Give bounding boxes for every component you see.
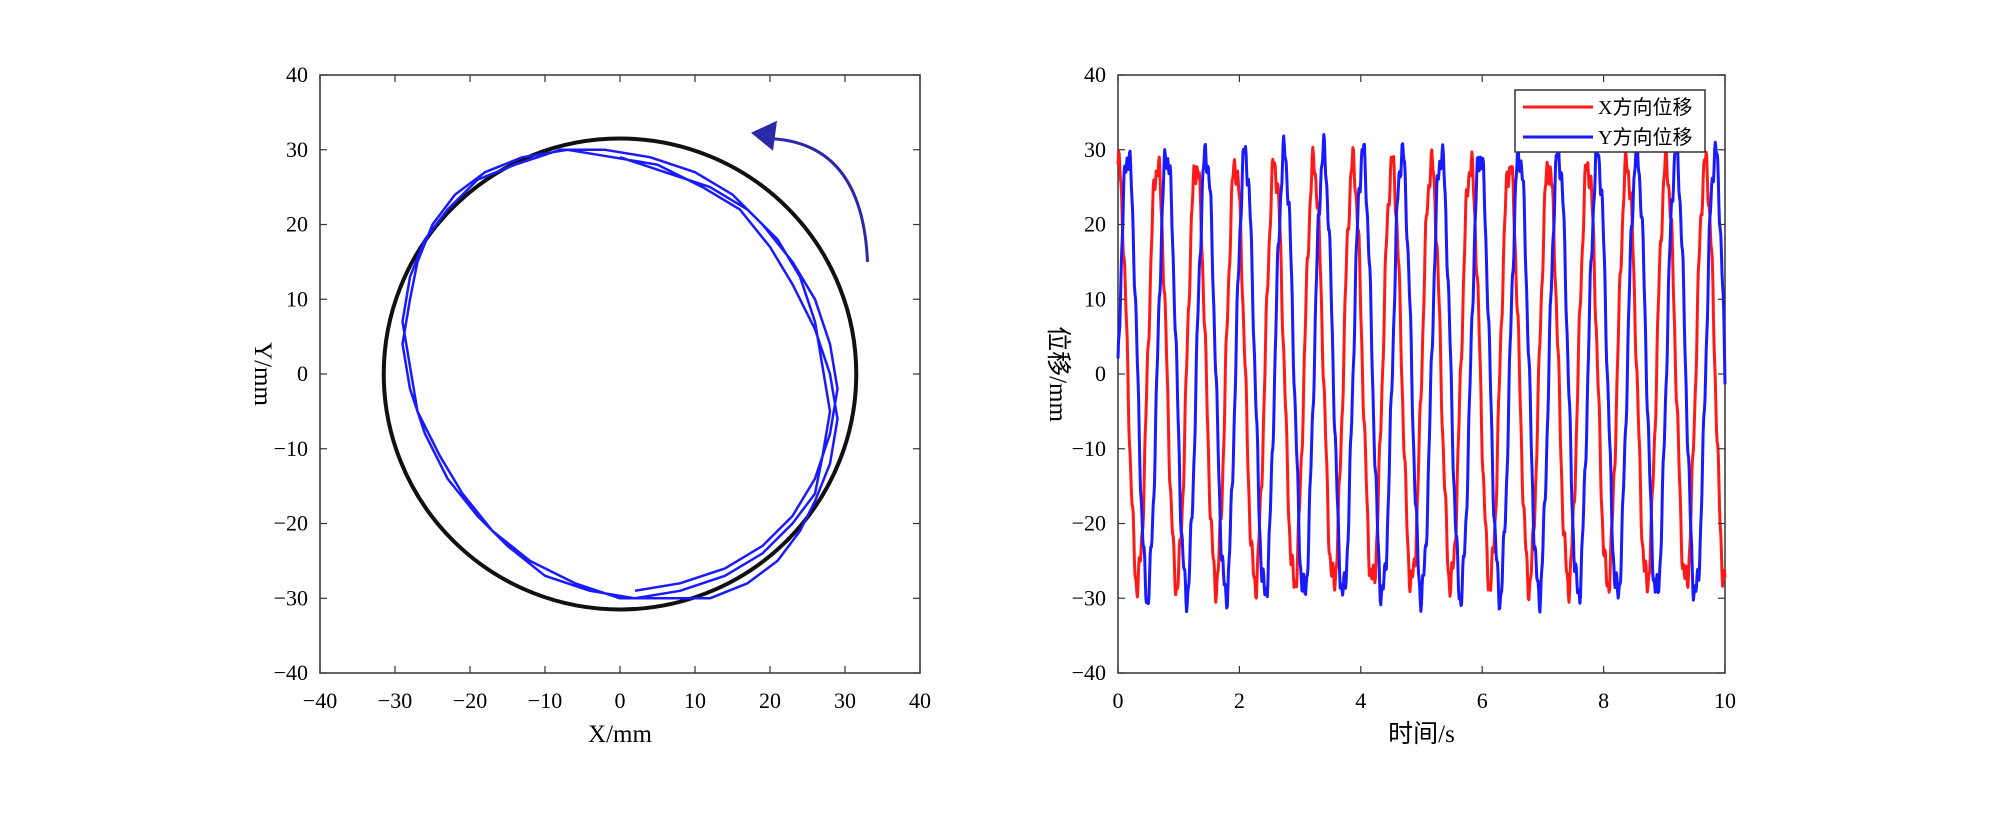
reference-circle	[381, 136, 859, 612]
displacement-x-axis-label: 时间/s	[1388, 720, 1455, 748]
displacement-y-tick-label: 40	[1084, 62, 1106, 87]
trajectory-y-tick-label: 30	[286, 137, 308, 162]
displacement-y-axis-label: 位移/mm	[1044, 326, 1072, 422]
trajectory-chart: −40 −30 −20 −10 0 10 20 30 40 40 30 20 10 0 −10 −20 −30 −…	[249, 62, 931, 748]
displacement-tick-layer: 0 2 4 6 8 10 40 30 20 10 0 −10 −20 −30 −40	[1072, 62, 1736, 713]
displacement-data-layer	[1116, 133, 1727, 614]
trajectory-y-tick-label: 10	[286, 286, 308, 311]
trajectory-x-tick-label: 10	[684, 688, 706, 713]
displacement-y-tick-label: 0	[1095, 361, 1106, 386]
trajectory-y-tick-label: −20	[274, 511, 308, 536]
displacement-y-tick-label: −30	[1072, 585, 1106, 610]
displacement-x-tick-label: 4	[1355, 688, 1366, 713]
trajectory-y-tick-label: −10	[274, 436, 308, 461]
trajectory-y-tick-label: −30	[274, 585, 308, 610]
trajectory-x-tick-label: −40	[303, 688, 337, 713]
trajectory-x-tick-label: −30	[378, 688, 412, 713]
displacement-x-tick-label: 0	[1113, 688, 1124, 713]
displacement-y-tick-label: −10	[1072, 436, 1106, 461]
trajectory-x-tick-label: 20	[759, 688, 781, 713]
displacement-y-tick-label: −20	[1072, 511, 1106, 536]
legend-box	[1514, 89, 1706, 153]
trajectory-x-axis-label: X/mm	[588, 721, 652, 748]
trajectory-x-tick-label: −10	[528, 688, 562, 713]
trajectory-x-tick-label: 40	[909, 688, 931, 713]
displacement-x-tick-label: 2	[1234, 688, 1245, 713]
displacement-series-line-0	[1116, 145, 1727, 604]
trajectory-y-tick-label: −40	[274, 660, 308, 685]
trajectory-tick-layer: −40 −30 −20 −10 0 10 20 30 40 40 30 20 10 0 −10 −20 −30 −…	[274, 62, 931, 713]
rotation-arrow-head	[751, 120, 777, 151]
displacement-x-tick-label: 10	[1714, 688, 1736, 713]
trajectory-y-tick-label: 20	[286, 212, 308, 237]
trajectory-data-layer	[381, 120, 869, 612]
trajectory-x-tick-label: −20	[453, 688, 487, 713]
displacement-y-tick-label: 20	[1084, 212, 1106, 237]
trajectory-series-line	[401, 148, 839, 600]
legend-label-y: Y方向位移	[1598, 126, 1692, 149]
displacement-y-tick-label: 10	[1084, 286, 1106, 311]
trajectory-y-axis-label: Y/mm	[249, 342, 276, 406]
displacement-y-tick-label: 30	[1084, 137, 1106, 162]
trajectory-x-tick-label: 0	[615, 688, 626, 713]
rotation-arrow-shaft	[772, 137, 869, 262]
displacement-series-line-1	[1116, 133, 1727, 614]
legend: X方向位移 Y方向位移	[1514, 89, 1706, 153]
legend-label-x: X方向位移	[1598, 96, 1692, 119]
displacement-y-tick-label: −40	[1072, 660, 1106, 685]
displacement-x-tick-label: 8	[1598, 688, 1609, 713]
displacement-x-tick-label: 6	[1477, 688, 1488, 713]
trajectory-y-tick-label: 40	[286, 62, 308, 87]
trajectory-x-tick-label: 30	[834, 688, 856, 713]
trajectory-y-tick-label: 0	[297, 361, 308, 386]
